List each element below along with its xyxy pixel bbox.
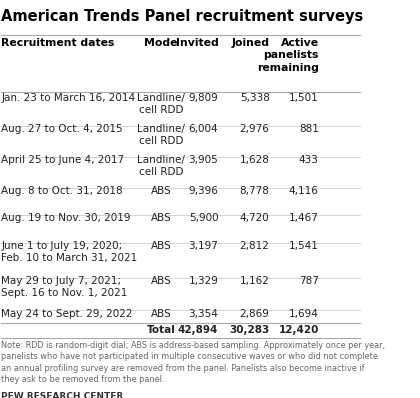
Text: Note: RDD is random-digit dial; ABS is address-based sampling. Approximately onc: Note: RDD is random-digit dial; ABS is a…: [1, 341, 386, 384]
Text: Aug. 19 to Nov. 30, 2019: Aug. 19 to Nov. 30, 2019: [1, 213, 131, 223]
Text: 1,501: 1,501: [289, 93, 319, 103]
Text: 5,900: 5,900: [189, 213, 218, 223]
Text: May 24 to Sept. 29, 2022: May 24 to Sept. 29, 2022: [1, 308, 133, 318]
Text: 2,976: 2,976: [240, 124, 270, 134]
Text: American Trends Panel recruitment surveys: American Trends Panel recruitment survey…: [1, 10, 364, 24]
Text: 4,720: 4,720: [240, 213, 270, 223]
Text: ABS: ABS: [151, 213, 171, 223]
Text: 1,628: 1,628: [240, 155, 270, 165]
Text: ABS: ABS: [151, 242, 171, 252]
Text: Landline/
cell RDD: Landline/ cell RDD: [137, 124, 185, 146]
Text: 1,541: 1,541: [289, 242, 319, 252]
Text: 4,116: 4,116: [289, 186, 319, 196]
Text: 12,420: 12,420: [278, 325, 319, 335]
Text: 9,809: 9,809: [189, 93, 218, 103]
Text: Landline/
cell RDD: Landline/ cell RDD: [137, 93, 185, 115]
Text: May 29 to July 7, 2021;
Sept. 16 to Nov. 1, 2021: May 29 to July 7, 2021; Sept. 16 to Nov.…: [1, 276, 128, 298]
Text: 9,396: 9,396: [189, 186, 218, 196]
Text: Mode: Mode: [144, 38, 178, 48]
Text: 3,905: 3,905: [189, 155, 218, 165]
Text: Active
panelists
remaining: Active panelists remaining: [257, 38, 319, 73]
Text: PEW RESEARCH CENTER: PEW RESEARCH CENTER: [1, 392, 123, 398]
Text: Jan. 23 to March 16, 2014: Jan. 23 to March 16, 2014: [1, 93, 136, 103]
Text: 6,004: 6,004: [189, 124, 218, 134]
Text: Joined: Joined: [231, 38, 270, 48]
Text: 787: 787: [299, 276, 319, 286]
Text: Invited: Invited: [176, 38, 218, 48]
Text: 1,329: 1,329: [189, 276, 218, 286]
Text: 5,338: 5,338: [240, 93, 270, 103]
Text: Recruitment dates: Recruitment dates: [1, 38, 115, 48]
Text: Total: Total: [147, 325, 176, 335]
Text: 881: 881: [299, 124, 319, 134]
Text: 1,162: 1,162: [240, 276, 270, 286]
Text: Aug. 8 to Oct. 31, 2018: Aug. 8 to Oct. 31, 2018: [1, 186, 123, 196]
Text: 2,812: 2,812: [240, 242, 270, 252]
Text: 2,869: 2,869: [240, 308, 270, 318]
Text: April 25 to June 4, 2017: April 25 to June 4, 2017: [1, 155, 124, 165]
Text: Landline/
cell RDD: Landline/ cell RDD: [137, 155, 185, 178]
Text: 30,283: 30,283: [229, 325, 270, 335]
Text: 8,778: 8,778: [240, 186, 270, 196]
Text: ABS: ABS: [151, 308, 171, 318]
Text: 3,354: 3,354: [189, 308, 218, 318]
Text: 3,197: 3,197: [189, 242, 218, 252]
Text: 433: 433: [299, 155, 319, 165]
Text: Aug. 27 to Oct. 4, 2015: Aug. 27 to Oct. 4, 2015: [1, 124, 123, 134]
Text: 1,467: 1,467: [289, 213, 319, 223]
Text: ABS: ABS: [151, 276, 171, 286]
Text: 1,694: 1,694: [289, 308, 319, 318]
Text: June 1 to July 19, 2020;
Feb. 10 to March 31, 2021: June 1 to July 19, 2020; Feb. 10 to Marc…: [1, 242, 138, 263]
Text: 42,894: 42,894: [178, 325, 218, 335]
Text: ABS: ABS: [151, 186, 171, 196]
